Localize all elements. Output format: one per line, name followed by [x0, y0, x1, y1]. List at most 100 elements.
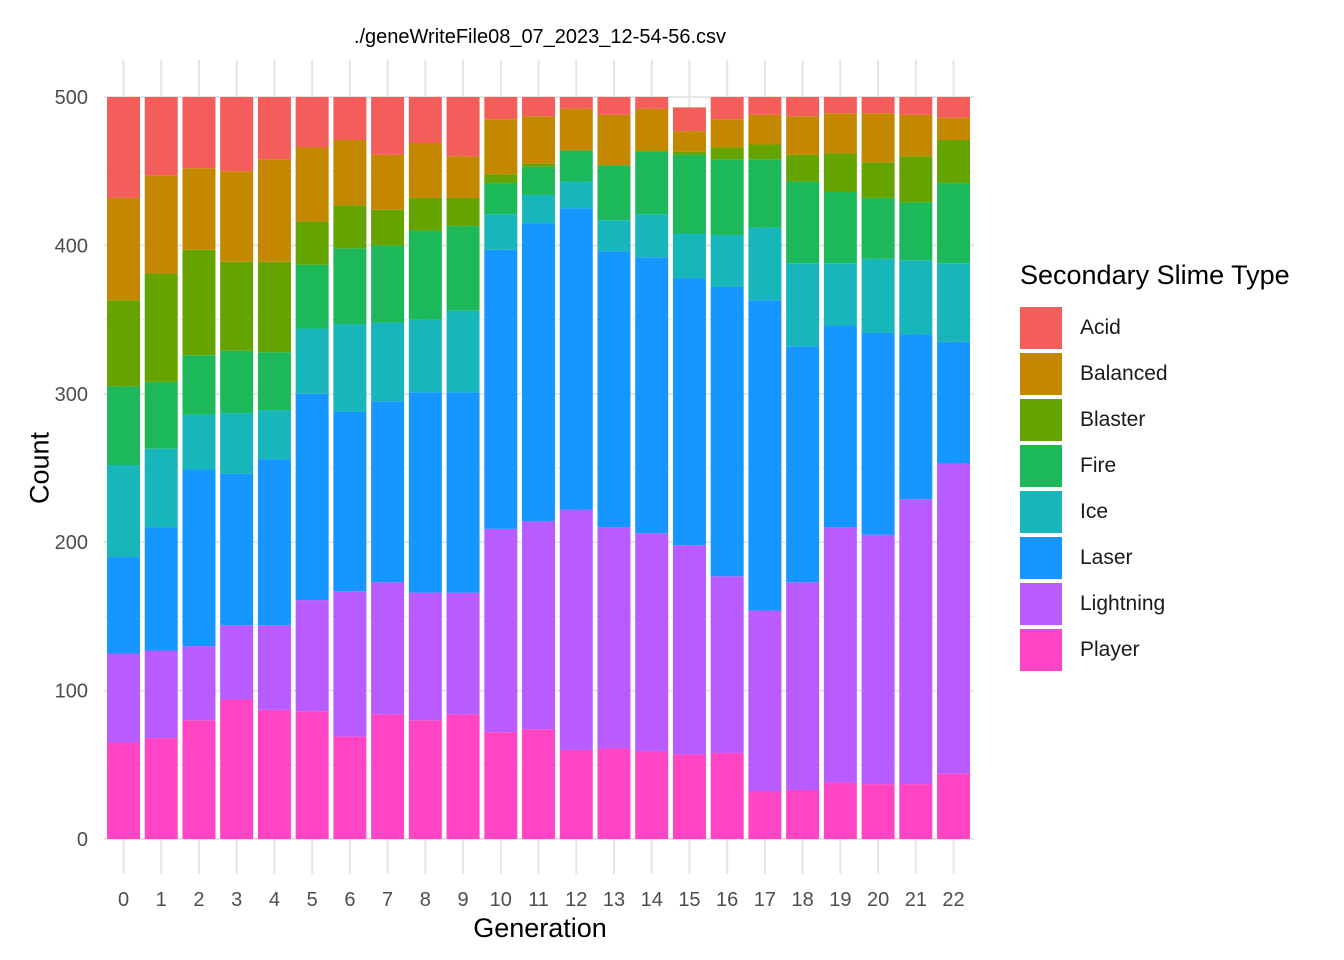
- bar-segment-fire-gen-18: [786, 181, 820, 264]
- bar-segment-lightning-gen-2: [182, 646, 216, 721]
- bar-segment-balanced-gen-16: [710, 119, 744, 148]
- bar-segment-blaster-gen-9: [446, 197, 480, 227]
- x-tick-label: 1: [156, 889, 167, 911]
- bar-segment-lightning-gen-22: [937, 463, 971, 774]
- bar-segment-blaster-gen-0: [107, 300, 140, 387]
- bar-segment-lightning-gen-4: [257, 625, 291, 710]
- x-tick-label: 7: [382, 889, 393, 911]
- bar-segment-ice-gen-12: [559, 181, 593, 209]
- bar-segment-lightning-gen-13: [597, 527, 631, 749]
- x-tick-label: 6: [344, 889, 355, 911]
- bar-segment-ice-gen-5: [295, 328, 329, 394]
- bar-segment-blaster-gen-17: [748, 144, 782, 160]
- bar-segment-blaster-gen-1: [144, 273, 178, 382]
- bar-segment-laser-gen-19: [823, 325, 857, 528]
- bar-segment-acid-gen-12: [559, 97, 593, 109]
- bar-segment-acid-gen-18: [786, 97, 820, 117]
- bar-segment-fire-gen-21: [899, 202, 933, 261]
- bar-segment-acid-gen-15: [672, 107, 706, 132]
- bar-segment-laser-gen-17: [748, 300, 782, 611]
- y-axis-label: Count: [24, 431, 55, 505]
- bar-segment-blaster-gen-8: [408, 197, 442, 231]
- x-tick-label: 11: [528, 889, 549, 911]
- x-tick-label: 4: [269, 889, 280, 911]
- bar-segment-laser-gen-16: [710, 286, 744, 577]
- bar-segment-acid-gen-1: [144, 97, 178, 176]
- bar-segment-lightning-gen-5: [295, 600, 329, 712]
- legend-item-ice: Ice: [1020, 489, 1290, 535]
- bar-segment-laser-gen-13: [597, 251, 631, 528]
- bar-segment-acid-gen-21: [899, 97, 933, 115]
- x-tick-label: 9: [458, 889, 469, 911]
- bar-segment-ice-gen-16: [710, 235, 744, 287]
- bar-segment-fire-gen-10: [484, 183, 518, 215]
- bar-segment-blaster-gen-4: [257, 261, 291, 353]
- bar-segment-ice-gen-19: [823, 263, 857, 326]
- bar-segment-laser-gen-20: [861, 332, 895, 535]
- bar-segment-lightning-gen-17: [748, 610, 782, 792]
- bar-segment-ice-gen-6: [333, 324, 367, 412]
- chart-title: ./geneWriteFile08_07_2023_12-54-56.csv: [353, 26, 727, 48]
- bar-segment-ice-gen-8: [408, 319, 442, 393]
- bar-segment-acid-gen-0: [107, 97, 140, 198]
- x-tick-label: 3: [231, 889, 242, 911]
- bar-segment-fire-gen-7: [371, 245, 405, 323]
- legend: Secondary Slime Type Acid Balanced Blaster…: [1020, 260, 1290, 673]
- x-tick-label: 2: [193, 889, 204, 911]
- bar-segment-laser-gen-2: [182, 469, 216, 647]
- legend-item-balanced: Balanced: [1020, 351, 1290, 397]
- bar-segment-blaster-gen-18: [786, 154, 820, 182]
- legend-items: Acid Balanced Blaster Fire Ice Laser Lightning…: [1020, 305, 1290, 673]
- bar-segment-balanced-gen-1: [144, 175, 178, 274]
- x-tick-label: 13: [603, 889, 625, 911]
- x-tick-label: 12: [565, 889, 587, 911]
- bar-segment-balanced-gen-6: [333, 140, 367, 206]
- bar-segment-acid-gen-11: [522, 97, 556, 117]
- bar-segment-balanced-gen-12: [559, 108, 593, 151]
- legend-swatch: [1020, 583, 1062, 625]
- legend-item-acid: Acid: [1020, 305, 1290, 351]
- bar-segment-laser-gen-21: [899, 334, 933, 500]
- bar-segment-balanced-gen-15: [672, 131, 706, 152]
- bar-segment-fire-gen-3: [220, 350, 254, 414]
- bar-segment-lightning-gen-7: [371, 582, 405, 715]
- y-tick-label: 300: [55, 384, 88, 406]
- bar-segment-acid-gen-17: [748, 97, 782, 115]
- bar-segment-ice-gen-4: [257, 410, 291, 460]
- legend-swatch: [1020, 491, 1062, 533]
- bar-segment-blaster-gen-21: [899, 156, 933, 203]
- bar-segment-acid-gen-9: [446, 97, 480, 157]
- x-tick-label: 10: [490, 889, 512, 911]
- legend-label: Player: [1080, 638, 1140, 661]
- bar-segment-laser-gen-1: [144, 527, 178, 651]
- bar-segment-player-gen-13: [597, 748, 631, 839]
- bar-segment-ice-gen-13: [597, 220, 631, 252]
- bar-segment-lightning-gen-8: [408, 592, 442, 721]
- bar-segment-laser-gen-4: [257, 459, 291, 626]
- bar-segment-acid-gen-4: [257, 97, 291, 160]
- bar-segment-blaster-gen-6: [333, 205, 367, 249]
- bar-segment-ice-gen-2: [182, 414, 216, 470]
- bar-segment-balanced-gen-4: [257, 159, 291, 262]
- bar-segment-fire-gen-14: [635, 151, 669, 215]
- bar-segment-balanced-gen-13: [597, 114, 631, 166]
- bar-segment-player-gen-15: [672, 754, 706, 839]
- bar-segment-fire-gen-6: [333, 248, 367, 325]
- bar-segment-laser-gen-11: [522, 223, 556, 522]
- bar-segment-balanced-gen-11: [522, 116, 556, 164]
- bar-segment-laser-gen-9: [446, 392, 480, 593]
- bar-segment-balanced-gen-8: [408, 143, 442, 198]
- legend-swatch: [1020, 399, 1062, 441]
- bar-segment-player-gen-7: [371, 714, 405, 839]
- bar-segment-blaster-gen-10: [484, 174, 518, 184]
- bar-segment-blaster-gen-3: [220, 261, 254, 351]
- bar-segment-fire-gen-17: [748, 159, 782, 228]
- bar-segment-laser-gen-12: [559, 208, 593, 510]
- bar-segment-player-gen-0: [107, 742, 140, 839]
- bar-segment-lightning-gen-12: [559, 509, 593, 750]
- bar-segment-lightning-gen-3: [220, 625, 254, 700]
- bar-segment-ice-gen-1: [144, 448, 178, 528]
- bar-segment-lightning-gen-14: [635, 533, 669, 752]
- bar-segment-acid-gen-7: [371, 97, 405, 155]
- bar-segment-player-gen-22: [937, 773, 971, 839]
